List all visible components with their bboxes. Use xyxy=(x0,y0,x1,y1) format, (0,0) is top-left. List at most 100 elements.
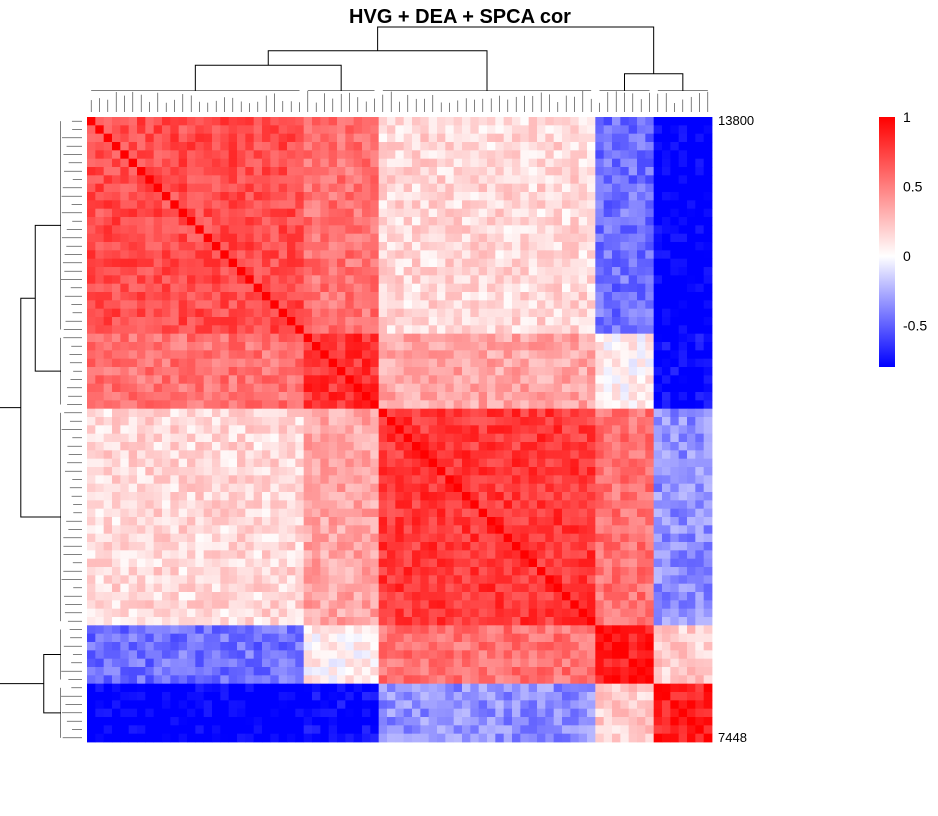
heatmap-cell xyxy=(337,183,346,193)
heatmap-cell xyxy=(237,525,246,535)
heatmap-cell xyxy=(170,558,180,568)
heatmap-cell xyxy=(537,350,546,360)
heatmap-cell xyxy=(287,142,296,151)
heatmap-cell xyxy=(220,142,230,151)
heatmap-cell xyxy=(637,242,646,251)
heatmap-cell xyxy=(295,425,305,435)
heatmap-cell xyxy=(228,567,238,576)
heatmap-cell xyxy=(112,208,121,218)
heatmap-cell xyxy=(495,125,505,135)
heatmap-cell xyxy=(578,558,588,568)
heatmap-cell xyxy=(387,458,396,468)
heatmap-cell xyxy=(662,417,671,426)
heatmap-cell xyxy=(245,358,255,368)
heatmap-cell xyxy=(428,450,438,460)
heatmap-cell xyxy=(87,567,96,576)
heatmap-cell xyxy=(228,267,238,276)
heatmap-cell xyxy=(145,300,155,310)
heatmap-cell xyxy=(487,383,496,393)
heatmap-cell xyxy=(462,358,471,368)
heatmap-cell xyxy=(503,375,513,385)
heatmap-cell xyxy=(478,483,488,493)
heatmap-cell xyxy=(387,658,396,668)
heatmap-cell xyxy=(287,400,296,410)
heatmap-cell xyxy=(395,567,405,576)
heatmap-cell xyxy=(103,183,113,193)
heatmap-cell xyxy=(120,333,130,343)
heatmap-cell xyxy=(187,258,196,268)
heatmap-cell xyxy=(278,600,288,610)
heatmap-cell xyxy=(437,567,446,576)
heatmap-cell xyxy=(337,275,346,285)
heatmap-cell xyxy=(312,392,321,401)
heatmap-cell xyxy=(270,467,280,476)
heatmap-cell xyxy=(378,175,388,185)
heatmap-cell xyxy=(95,442,105,451)
heatmap-cell xyxy=(345,133,355,143)
heatmap-cell xyxy=(637,633,646,643)
heatmap-cell xyxy=(512,592,521,601)
heatmap-cell xyxy=(545,358,555,368)
heatmap-cell xyxy=(453,250,463,260)
heatmap-cell xyxy=(345,225,355,235)
heatmap-cell xyxy=(495,325,505,335)
heatmap-cell xyxy=(620,408,630,418)
heatmap-cell xyxy=(237,292,246,301)
heatmap-cell xyxy=(453,217,463,226)
heatmap-cell xyxy=(637,650,646,660)
heatmap-cell xyxy=(395,317,405,326)
heatmap-cell xyxy=(603,267,613,276)
heatmap-cell xyxy=(162,325,171,335)
heatmap-cell xyxy=(453,617,463,626)
heatmap-cell xyxy=(195,275,205,285)
heatmap-cell xyxy=(687,150,696,160)
heatmap-cell xyxy=(237,258,246,268)
heatmap-cell xyxy=(287,192,296,201)
heatmap-cell xyxy=(337,575,346,585)
heatmap-cell xyxy=(153,433,163,443)
heatmap-cell xyxy=(195,442,205,451)
heatmap-cell xyxy=(303,642,313,651)
heatmap-cell xyxy=(328,267,338,276)
heatmap-cell xyxy=(312,117,321,126)
heatmap-cell xyxy=(337,467,346,476)
heatmap-cell xyxy=(245,292,255,301)
heatmap-cell xyxy=(362,442,371,451)
heatmap-cell xyxy=(662,233,671,243)
heatmap-cell xyxy=(287,133,296,143)
heatmap-cell xyxy=(112,167,121,176)
heatmap-cell xyxy=(637,192,646,201)
heatmap-cell xyxy=(470,350,480,360)
heatmap-cell xyxy=(128,317,138,326)
heatmap-cell xyxy=(353,308,363,318)
heatmap-cell xyxy=(495,433,505,443)
heatmap-cell xyxy=(537,175,546,185)
heatmap-cell xyxy=(203,292,213,301)
heatmap-cell xyxy=(678,383,688,393)
heatmap-cell xyxy=(487,325,496,335)
heatmap-cell xyxy=(445,575,455,585)
heatmap-cell xyxy=(445,350,455,360)
heatmap-cell xyxy=(612,142,621,151)
heatmap-cell xyxy=(570,625,580,635)
heatmap-cell xyxy=(337,475,346,485)
heatmap-cell xyxy=(578,433,588,443)
heatmap-cell xyxy=(703,400,713,410)
heatmap-cell xyxy=(395,483,405,493)
heatmap-cell xyxy=(612,258,621,268)
heatmap-cell xyxy=(145,583,155,593)
heatmap-cell xyxy=(603,192,613,201)
heatmap-cell xyxy=(403,500,413,510)
heatmap-cell xyxy=(445,117,455,126)
heatmap-cell xyxy=(220,567,230,576)
heatmap-cell xyxy=(378,258,388,268)
heatmap-cell xyxy=(537,200,546,210)
heatmap-cell xyxy=(528,133,538,143)
heatmap-cell xyxy=(387,117,396,126)
heatmap-cell xyxy=(245,417,255,426)
heatmap-cell xyxy=(578,367,588,376)
heatmap-cell xyxy=(628,658,638,668)
heatmap-cell xyxy=(487,175,496,185)
heatmap-cell xyxy=(612,575,621,585)
heatmap-cell xyxy=(270,250,280,260)
